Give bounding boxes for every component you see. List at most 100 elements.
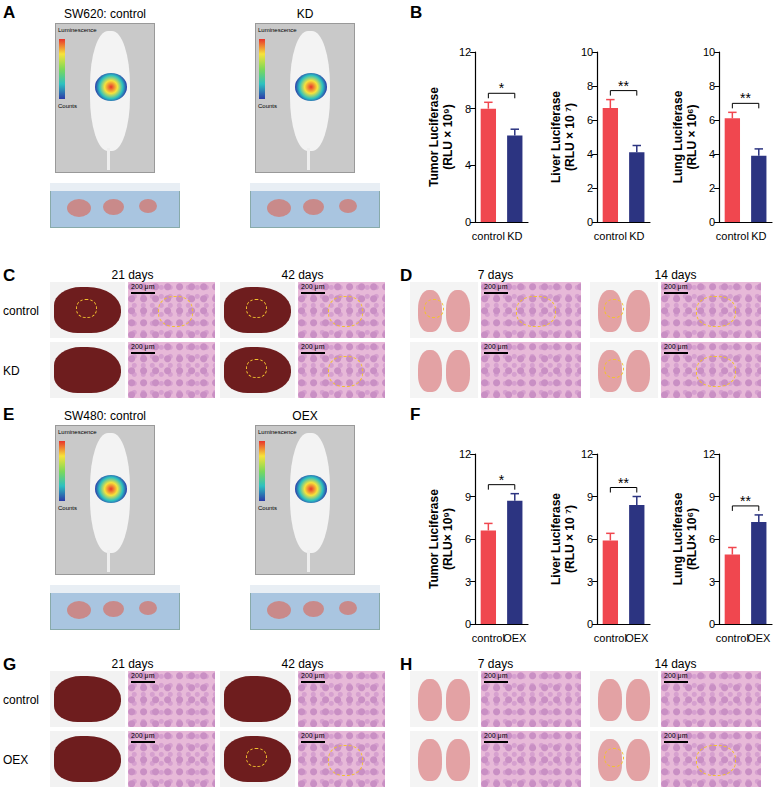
html-text:200 μm: 200 μm [484, 283, 508, 290]
svg-text:3: 3 [465, 576, 471, 588]
svg-text:(RLU× 10⁹): (RLU× 10⁹) [441, 508, 455, 570]
svg-text:6: 6 [587, 533, 593, 545]
html-text:control: control [3, 304, 39, 318]
svg-text:Lung Luciferase: Lung Luciferase [671, 90, 685, 183]
html-text:14 days: 14 days [654, 657, 697, 671]
svg-text:6: 6 [709, 533, 715, 545]
svg-text:12: 12 [459, 448, 471, 460]
svg-text:(RLU × 10 ⁷): (RLU × 10 ⁷) [563, 505, 577, 573]
html-text:14 days: 14 days [654, 268, 697, 282]
html-text:E: E [3, 405, 15, 424]
svg-text:6: 6 [709, 114, 715, 126]
svg-text:control: control [594, 632, 627, 644]
html-text:SW480: control: SW480: control [64, 409, 146, 423]
html-text:KD: KD [3, 364, 20, 378]
html-text:21 days: 21 days [111, 657, 154, 671]
html-text:OEX: OEX [3, 753, 29, 767]
svg-text:9: 9 [587, 491, 593, 503]
svg-text:KD: KD [507, 230, 522, 242]
svg-text:12: 12 [581, 448, 593, 460]
svg-text:control: control [716, 230, 749, 242]
svg-text:4: 4 [465, 159, 471, 171]
svg-text:8: 8 [709, 80, 715, 92]
html-text:200 μm: 200 μm [484, 343, 508, 350]
svg-text:(RLU × 10 ⁷): (RLU × 10 ⁷) [563, 103, 577, 171]
svg-text:9: 9 [709, 491, 715, 503]
svg-text:9: 9 [465, 491, 471, 503]
svg-text:4: 4 [587, 148, 593, 160]
svg-text:Liver Luciferase: Liver Luciferase [549, 493, 563, 585]
svg-text:2: 2 [709, 182, 715, 194]
html-text:42 days: 42 days [281, 268, 324, 282]
svg-text:0: 0 [465, 618, 471, 630]
svg-text:control: control [472, 632, 505, 644]
svg-text:3: 3 [587, 576, 593, 588]
html-text:G: G [3, 655, 17, 674]
svg-text:OEX: OEX [503, 632, 527, 644]
svg-text:**: ** [740, 90, 751, 106]
html-text:200 μm: 200 μm [131, 732, 155, 739]
svg-text:control: control [472, 230, 505, 242]
svg-text:OEX: OEX [747, 632, 771, 644]
svg-text:0: 0 [587, 216, 593, 228]
svg-text:8: 8 [587, 80, 593, 92]
html-text:200 μm: 200 μm [301, 343, 325, 350]
html-text:B: B [410, 3, 423, 22]
svg-text:12: 12 [703, 448, 715, 460]
svg-text:Liver Luciferase: Liver Luciferase [549, 91, 563, 183]
html-text:21 days: 21 days [111, 268, 154, 282]
html-text:200 μm: 200 μm [131, 343, 155, 350]
html-text:200 μm: 200 μm [664, 343, 688, 350]
svg-text:Tumor Luciferase: Tumor Luciferase [427, 489, 441, 589]
html-text:200 μm: 200 μm [131, 283, 155, 290]
svg-text:KD: KD [751, 230, 766, 242]
svg-text:0: 0 [709, 216, 715, 228]
svg-text:control: control [716, 632, 749, 644]
html-text:OEX: OEX [292, 409, 318, 423]
svg-text:12: 12 [459, 46, 471, 58]
html-text:200 μm: 200 μm [484, 732, 508, 739]
svg-text:Tumor Luciferase: Tumor Luciferase [427, 87, 441, 187]
html-text:200 μm: 200 μm [664, 672, 688, 679]
svg-text:6: 6 [465, 533, 471, 545]
html-text:7 days: 7 days [477, 268, 514, 282]
html-text:200 μm: 200 μm [301, 732, 325, 739]
html-text:200 μm: 200 μm [484, 672, 508, 679]
svg-text:10: 10 [703, 46, 715, 58]
svg-text:8: 8 [465, 103, 471, 115]
svg-text:10: 10 [581, 46, 593, 58]
svg-text:OEX: OEX [625, 632, 649, 644]
svg-text:**: ** [618, 475, 629, 491]
svg-text:Lung Luciferase: Lung Luciferase [671, 492, 685, 585]
html-text:H: H [400, 655, 413, 674]
svg-text:4: 4 [709, 148, 715, 160]
svg-text:*: * [499, 80, 505, 96]
html-text:42 days: 42 days [281, 657, 324, 671]
svg-text:2: 2 [587, 182, 593, 194]
svg-text:**: ** [740, 493, 751, 509]
html-text:7 days: 7 days [477, 657, 514, 671]
html-text:200 μm: 200 μm [131, 672, 155, 679]
svg-text:(RLU × 10⁶): (RLU × 10⁶) [685, 104, 699, 169]
html-text:F: F [410, 405, 421, 424]
html-text:C: C [3, 266, 16, 285]
svg-text:control: control [594, 230, 627, 242]
svg-text:**: ** [618, 78, 629, 94]
svg-text:*: * [499, 472, 505, 488]
svg-text:3: 3 [709, 576, 715, 588]
svg-text:0: 0 [587, 618, 593, 630]
svg-text:(RLU× 10⁶): (RLU× 10⁶) [685, 508, 699, 570]
html-text:D: D [400, 266, 413, 285]
html-text:control: control [3, 693, 39, 707]
svg-text:KD: KD [629, 230, 644, 242]
svg-text:6: 6 [587, 114, 593, 126]
svg-text:0: 0 [465, 216, 471, 228]
html-text:A: A [3, 3, 16, 22]
svg-text:0: 0 [709, 618, 715, 630]
html-text:KD: KD [296, 7, 314, 21]
html-text:200 μm: 200 μm [301, 283, 325, 290]
html-text:200 μm: 200 μm [301, 672, 325, 679]
html-text:SW620: control: SW620: control [64, 7, 146, 21]
svg-text:(RLU × 10⁹): (RLU × 10⁹) [441, 104, 455, 169]
html-text:200 μm: 200 μm [664, 283, 688, 290]
